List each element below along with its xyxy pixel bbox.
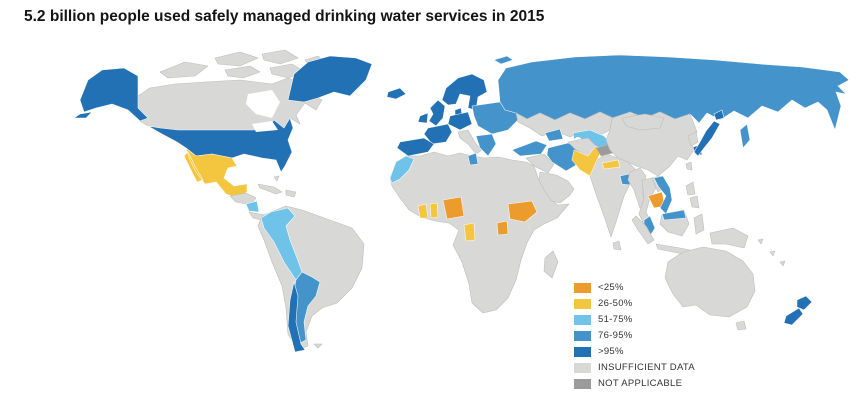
legend-label-26-50: 26-50% xyxy=(598,298,633,309)
country-iceland xyxy=(386,87,407,100)
legend-row-not-applicable: NOT APPLICABLE xyxy=(574,379,695,389)
country-taiwan xyxy=(685,161,693,171)
legend-swatch-26-50 xyxy=(574,299,591,309)
country-sri-lanka xyxy=(612,240,622,251)
map-legend: <25% 26-50% 51-75% 76-95% >95% INSUFFICI… xyxy=(574,283,695,389)
country-bangladesh xyxy=(619,173,631,186)
country-mongolia xyxy=(621,113,665,131)
country-chile xyxy=(287,281,306,353)
region-syria-iraq xyxy=(525,153,555,174)
country-svalbard xyxy=(493,55,514,65)
country-morocco xyxy=(389,155,415,184)
country-alaska xyxy=(73,67,149,122)
legend-swatch-gt95 xyxy=(574,347,591,357)
legend-swatch-insufficient-data xyxy=(574,363,591,373)
country-scandinavia xyxy=(441,73,488,111)
country-ghana xyxy=(429,202,439,219)
legend-row-51-75: 51-75% xyxy=(574,315,695,325)
region-balkans-greece xyxy=(475,133,497,157)
country-china xyxy=(605,111,698,177)
region-caucasus xyxy=(544,128,564,142)
hudson-bay xyxy=(246,90,280,118)
region-pacific-islands xyxy=(757,238,786,267)
country-japan xyxy=(693,109,725,157)
country-papua-new-guinea xyxy=(709,227,749,249)
legend-row-insufficient-data: INSUFFICIENT DATA xyxy=(574,363,695,373)
legend-swatch-lt25 xyxy=(574,283,591,293)
country-nicaragua xyxy=(245,200,260,213)
country-cuba xyxy=(257,183,283,195)
legend-swatch-not-applicable xyxy=(574,379,591,389)
country-united-kingdom xyxy=(428,99,446,127)
country-russia-sakhalin xyxy=(739,123,751,149)
page-title: 5.2 billion people used safely managed d… xyxy=(24,8,545,25)
country-ethiopia xyxy=(507,200,538,223)
legend-label-76-95: 76-95% xyxy=(598,330,633,341)
country-new-zealand xyxy=(783,295,813,326)
country-malaysia-borneo xyxy=(661,209,687,221)
legend-label-gt95: >95% xyxy=(598,346,624,357)
country-uganda xyxy=(496,220,509,236)
country-ireland xyxy=(417,112,429,124)
legend-swatch-76-95 xyxy=(574,331,591,341)
legend-row-26-50: 26-50% xyxy=(574,299,695,309)
country-falkland-islands xyxy=(313,343,323,349)
legend-label-insufficient-data: INSUFFICIENT DATA xyxy=(598,362,695,373)
region-africa-other xyxy=(389,151,570,314)
country-philippines xyxy=(685,181,700,209)
legend-label-51-75: 51-75% xyxy=(598,314,633,325)
legend-row-lt25: <25% xyxy=(574,283,695,293)
country-congo xyxy=(463,222,476,242)
country-greenland xyxy=(287,55,373,103)
country-tunisia xyxy=(467,152,479,166)
country-hispaniola xyxy=(285,189,297,198)
legend-row-gt95: >95% xyxy=(574,347,695,357)
country-cote-divoire xyxy=(417,203,429,219)
country-pakistan xyxy=(571,145,603,177)
country-guatemala-honduras xyxy=(229,192,257,206)
country-germany-central-europe xyxy=(447,111,473,131)
country-france xyxy=(423,123,453,145)
country-nigeria xyxy=(442,196,465,220)
country-spain-portugal xyxy=(396,137,435,157)
country-north-korea xyxy=(687,131,699,147)
country-bahamas xyxy=(273,175,280,182)
country-nepal xyxy=(601,159,621,170)
country-mexico xyxy=(183,147,248,199)
country-madagascar xyxy=(543,250,559,279)
great-lakes xyxy=(252,121,278,132)
legend-row-76-95: 76-95% xyxy=(574,331,695,341)
country-australia xyxy=(664,246,756,318)
legend-swatch-51-75 xyxy=(574,315,591,325)
legend-label-not-applicable: NOT APPLICABLE xyxy=(598,378,683,389)
legend-label-lt25: <25% xyxy=(598,282,624,293)
country-tasmania xyxy=(735,320,747,331)
country-turkey xyxy=(511,140,548,157)
country-canada-arctic-islands xyxy=(159,49,327,79)
